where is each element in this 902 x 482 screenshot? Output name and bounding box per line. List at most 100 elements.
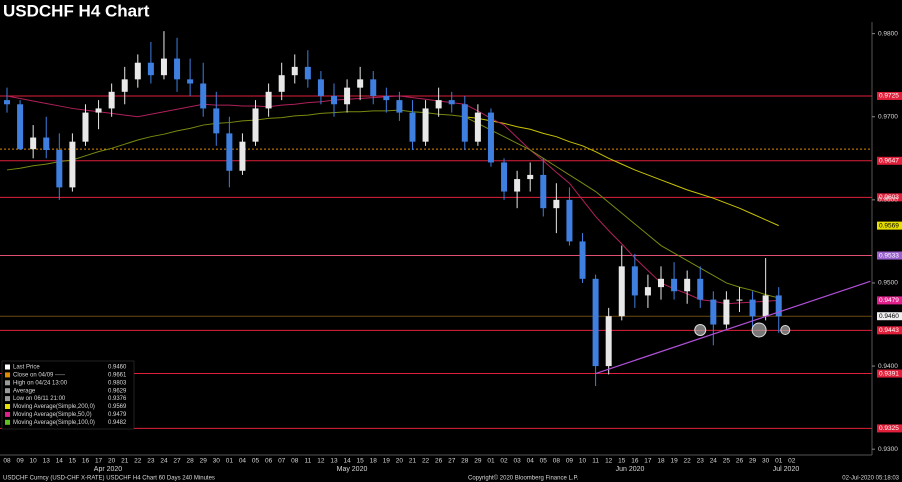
price-tag	[877, 251, 902, 260]
price-tag-label: 0.9647	[879, 158, 899, 165]
price-tag	[877, 424, 902, 433]
legend-label: Average	[13, 388, 36, 394]
candle-body	[357, 79, 364, 88]
candle-body	[95, 108, 102, 113]
candle-body	[370, 79, 377, 96]
legend-value: 0.9460	[108, 365, 127, 371]
y-tick-label: 0.9700	[878, 113, 898, 120]
legend-value: 0.9569	[108, 404, 127, 410]
x-tick-label: 26	[435, 458, 443, 465]
candle-body	[710, 299, 717, 325]
x-tick-label: 05	[252, 458, 260, 465]
x-tick-label: 29	[474, 458, 482, 465]
x-tick-label: 28	[461, 458, 469, 465]
candle-body	[749, 299, 756, 317]
candle-body	[160, 58, 167, 76]
candle-body	[17, 104, 24, 150]
price-tag-label: 0.9533	[879, 252, 899, 259]
price-tag-label: 0.9569	[879, 222, 899, 229]
x-tick-label: 23	[697, 458, 705, 465]
x-tick-label: 16	[82, 458, 90, 465]
month-label: Jul 2020	[773, 466, 800, 473]
price-tag	[877, 221, 902, 230]
x-tick-label: 29	[200, 458, 208, 465]
price-tag-label: 0.9725	[879, 93, 899, 100]
x-tick-label: 08	[3, 458, 11, 465]
x-tick-label: 19	[383, 458, 391, 465]
price-tags: 0.9725 0.9647 0.9603 0.9569 0.9533 0.9479 0.94…	[877, 91, 902, 433]
candle-body	[147, 62, 154, 76]
x-tick-label: 30	[213, 458, 221, 465]
legend-label: Moving Average(Simple,50,0)	[13, 412, 92, 418]
x-tick-label: 08	[291, 458, 299, 465]
legend-swatch	[5, 396, 10, 402]
candle-body	[605, 316, 612, 367]
legend: Last Price 0.9460 Close on 04/09 ----- 0.96…	[1, 360, 135, 430]
candle-body	[448, 100, 455, 105]
x-tick-label: 26	[736, 458, 744, 465]
legend-swatch	[5, 404, 10, 409]
price-tag-label: 0.9460	[879, 313, 899, 320]
month-label: Apr 2020	[94, 466, 123, 473]
legend-label: Moving Average(Simple,200,0)	[13, 404, 95, 410]
candle-body	[134, 62, 141, 80]
candle-body	[344, 87, 351, 105]
candle-body	[527, 174, 534, 180]
x-tick-label: 17	[644, 458, 652, 465]
x-tick-label: 12	[317, 458, 325, 465]
candle-body	[644, 287, 651, 296]
footer-text: Copyright© 2020 Bloomberg Finance L.P.	[468, 475, 579, 482]
trendline	[595, 280, 871, 375]
candle-body	[409, 112, 416, 142]
candle-body	[618, 266, 625, 317]
legend-value: 0.9803	[108, 380, 127, 386]
month-label: May 2020	[337, 466, 368, 473]
y-tick-label: 0.9800	[878, 30, 898, 37]
x-tick-label: 29	[749, 458, 757, 465]
y-tick-label: 0.9300	[878, 446, 898, 453]
highlight-circle	[694, 324, 707, 336]
candle-body	[697, 278, 704, 300]
x-tick-label: 11	[304, 458, 311, 465]
x-tick-label: 18	[657, 458, 665, 465]
candle-body	[658, 278, 664, 288]
candle-body	[435, 100, 442, 109]
x-tick-label: 25	[723, 458, 731, 465]
legend-value: 0.9479	[108, 412, 127, 418]
x-tick-label: 28	[187, 458, 195, 465]
x-tick-label: 10	[30, 458, 38, 465]
candle-body	[474, 112, 481, 142]
candle-body	[514, 179, 521, 192]
price-tag	[877, 326, 902, 335]
candle-body	[121, 79, 128, 92]
price-tag	[877, 296, 902, 305]
candle-body	[108, 91, 115, 109]
x-tick-label: 14	[56, 458, 64, 465]
price-tag-label: 0.9443	[879, 327, 899, 334]
x-tick-label: 03	[514, 458, 522, 465]
y-tick-label: 0.9600	[878, 197, 898, 204]
candle-body	[265, 91, 272, 109]
x-tick-label: 21	[121, 458, 129, 465]
y-tick-label: 0.9500	[878, 280, 898, 287]
candle-body	[383, 95, 390, 101]
price-tag	[877, 312, 902, 321]
x-tick-label: 11	[592, 458, 599, 465]
x-tick-label: 22	[684, 458, 692, 465]
highlight-circle	[751, 322, 767, 338]
price-tag	[877, 193, 902, 202]
x-tick-label: 17	[95, 458, 103, 465]
candle-body	[4, 100, 10, 105]
price-tag	[877, 369, 902, 378]
x-tick-label: 08	[553, 458, 561, 465]
legend-value: 0.9629	[108, 388, 127, 394]
legend-value: 0.9661	[108, 372, 127, 378]
candle-body	[631, 266, 638, 296]
moving-average-line	[464, 116, 779, 227]
x-tick-label: 01	[775, 458, 783, 465]
candle-body	[553, 199, 560, 209]
moving-average-line	[6, 109, 779, 299]
candle-body	[278, 75, 285, 92]
